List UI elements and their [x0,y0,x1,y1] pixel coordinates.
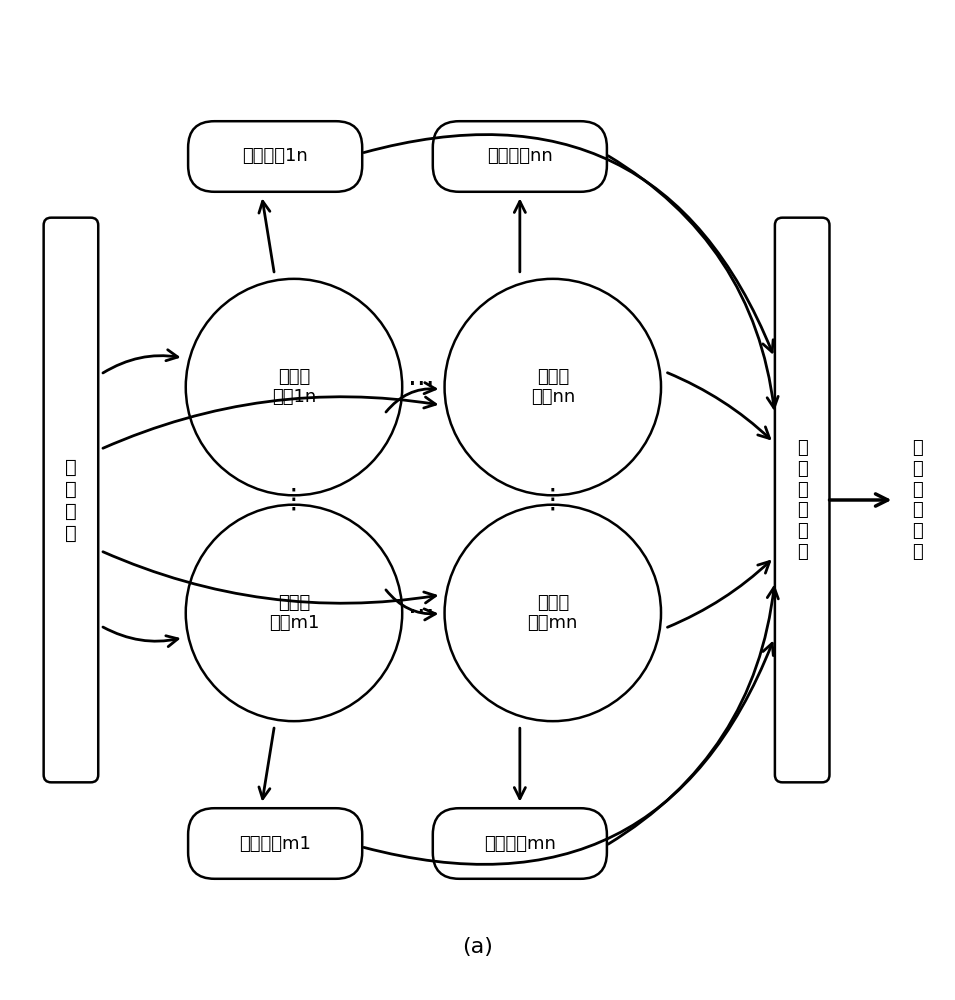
FancyBboxPatch shape [188,121,362,192]
Text: 整流电路1n: 整流电路1n [243,147,308,165]
FancyBboxPatch shape [44,218,98,782]
Text: 抛物面
天线m1: 抛物面 天线m1 [268,594,319,632]
FancyBboxPatch shape [188,808,362,879]
Text: (a): (a) [462,937,493,957]
Text: 整流电路mn: 整流电路mn [484,835,556,853]
Text: 抛物面
天线1n: 抛物面 天线1n [272,368,316,406]
Ellipse shape [186,279,402,495]
Text: ···: ··· [408,371,435,399]
Text: ⋮: ⋮ [280,486,308,514]
Text: 整流电路nn: 整流电路nn [487,147,553,165]
Text: 整流电路m1: 整流电路m1 [239,835,311,853]
FancyBboxPatch shape [775,218,830,782]
Text: 直
流
功
率
输
出: 直 流 功 率 输 出 [913,439,923,561]
FancyBboxPatch shape [433,808,607,879]
Ellipse shape [445,505,661,721]
Text: 抛物面
天线mn: 抛物面 天线mn [527,594,578,632]
Text: ···: ··· [408,599,435,627]
Ellipse shape [186,505,402,721]
Text: 射
频
功
率: 射 频 功 率 [65,458,76,542]
Text: 直
流
合
成
电
路: 直 流 合 成 电 路 [796,439,808,561]
Text: 抛物面
天线nn: 抛物面 天线nn [531,368,575,406]
FancyBboxPatch shape [433,121,607,192]
Text: ⋮: ⋮ [539,486,566,514]
Ellipse shape [445,279,661,495]
